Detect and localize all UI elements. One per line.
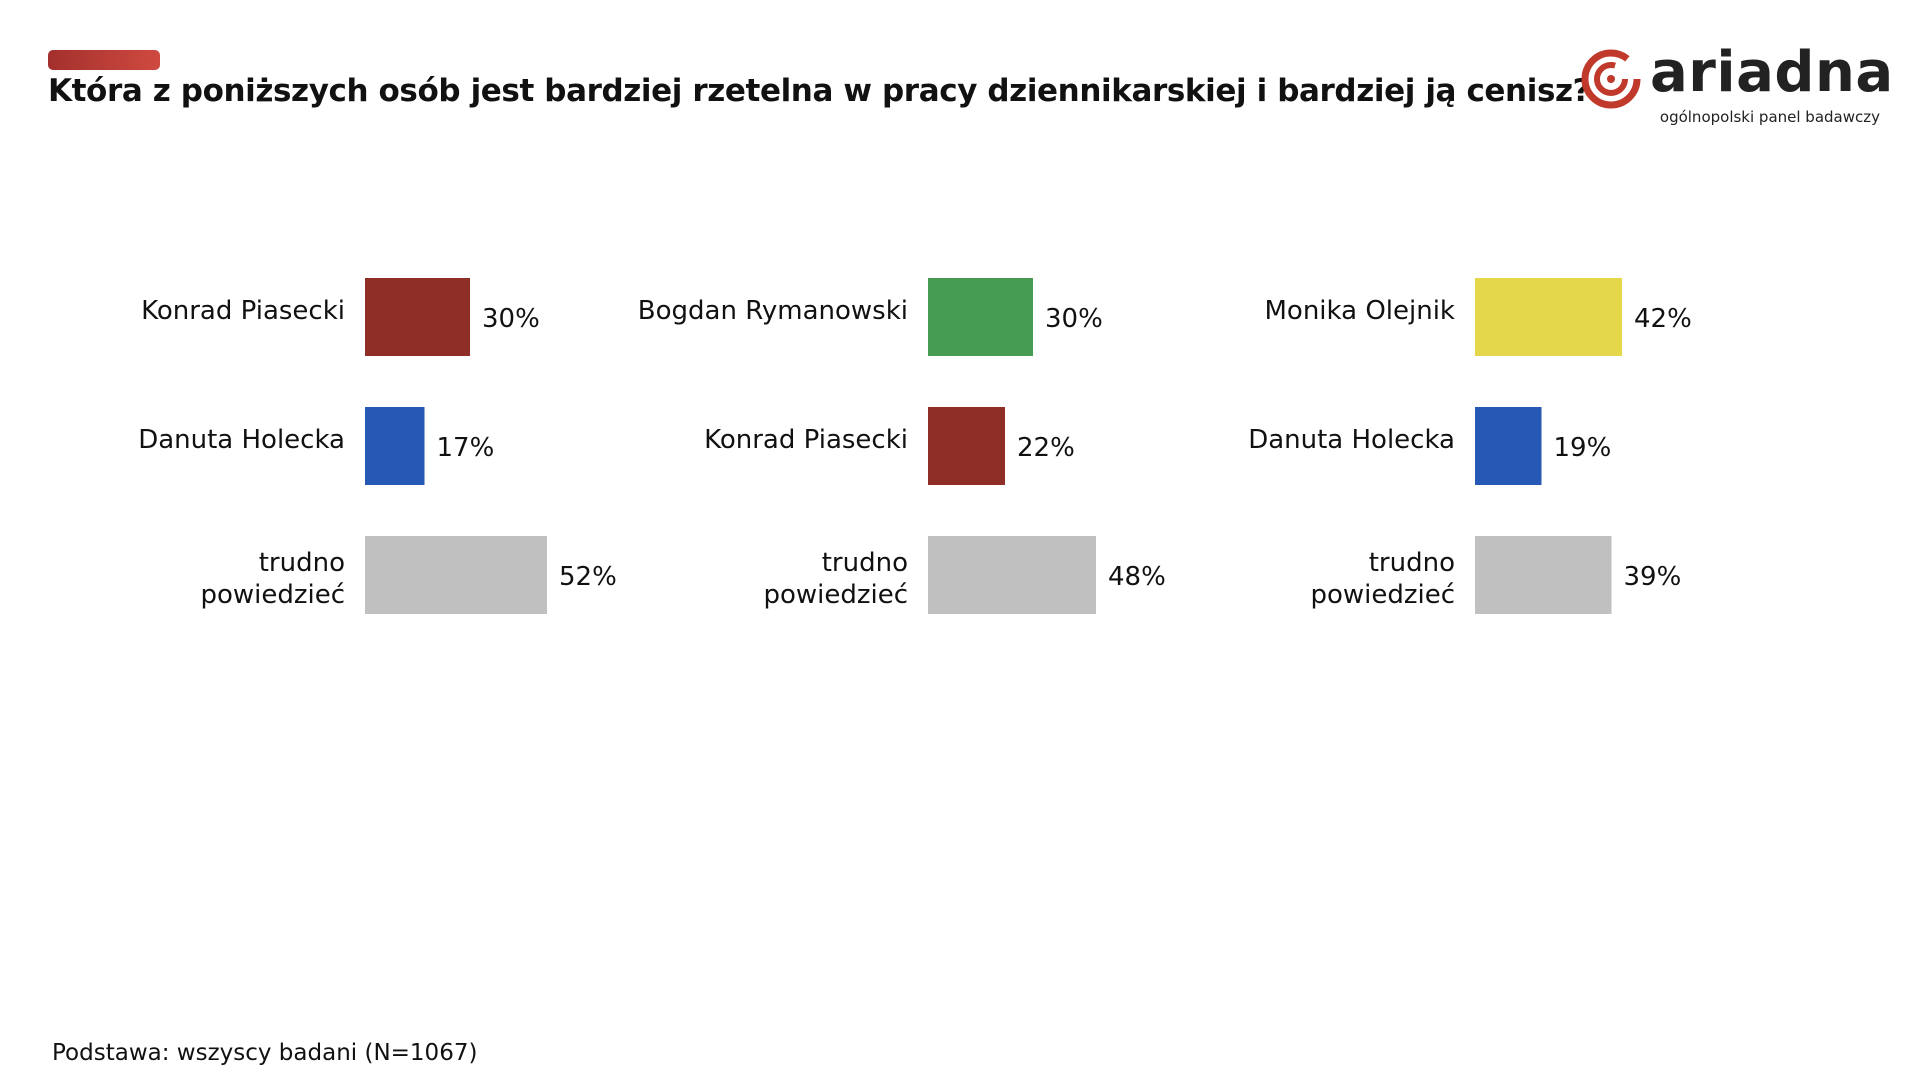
bar — [1475, 536, 1612, 614]
bar — [1475, 278, 1622, 356]
bar — [1475, 407, 1542, 485]
bar — [365, 278, 470, 356]
value-label: 17% — [437, 433, 495, 463]
page-title: Która z poniższych osób jest bardziej rz… — [48, 73, 1591, 109]
chart-panel-2: Bogdan Rymanowski 30% Konrad Piasecki 22% tr… — [638, 278, 1166, 614]
value-label: 42% — [1634, 304, 1692, 334]
category-label: trudno powiedzieć — [1310, 548, 1455, 610]
value-label: 30% — [1045, 304, 1103, 334]
accent-bar — [48, 50, 160, 70]
category-label: Danuta Holecka — [1248, 425, 1455, 455]
category-label: trudno powiedzieć — [200, 548, 345, 610]
bar — [928, 536, 1096, 614]
value-label: 52% — [559, 562, 617, 592]
value-label: 48% — [1108, 562, 1166, 592]
bar — [365, 407, 425, 485]
bar — [928, 407, 1005, 485]
value-label: 30% — [482, 304, 540, 334]
spiral-logo-icon — [1581, 49, 1641, 109]
category-label: Konrad Piasecki — [704, 425, 908, 455]
logo-wordmark: ariadna — [1650, 40, 1894, 105]
value-label: 22% — [1017, 433, 1075, 463]
bar — [365, 536, 547, 614]
category-label: trudno powiedzieć — [763, 548, 908, 610]
bar-charts: Konrad Piasecki 30% Danuta Holecka 17% trudn… — [138, 278, 1692, 614]
category-label: Danuta Holecka — [138, 425, 345, 455]
value-label: 19% — [1554, 433, 1612, 463]
value-label: 39% — [1624, 562, 1682, 592]
category-label: Bogdan Rymanowski — [638, 296, 908, 326]
bar — [928, 278, 1033, 356]
chart-panel-1: Konrad Piasecki 30% Danuta Holecka 17% trudn… — [138, 278, 617, 614]
logo-subtitle: ogólnopolski panel badawczy — [1659, 108, 1880, 126]
chart-panel-3: Monika Olejnik 42% Danuta Holecka 19% trudno… — [1248, 278, 1692, 614]
category-label: Konrad Piasecki — [141, 296, 345, 326]
ariadna-logo: ariadna ogólnopolski panel badawczy — [1580, 40, 1893, 128]
footnote: Podstawa: wszyscy badani (N=1067) — [52, 1040, 478, 1066]
category-label: Monika Olejnik — [1264, 296, 1455, 326]
